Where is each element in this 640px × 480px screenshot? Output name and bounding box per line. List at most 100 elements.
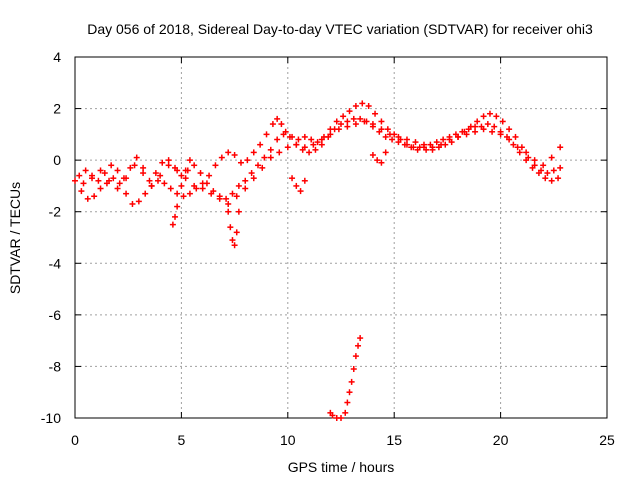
data-point (493, 113, 500, 120)
y-axis-label: SDTVAR / TECUs (7, 182, 23, 294)
data-point (369, 151, 376, 158)
data-point (308, 136, 315, 143)
data-point (186, 157, 193, 164)
data-point (348, 378, 355, 385)
data-point (352, 353, 359, 360)
data-point (259, 164, 266, 171)
data-point (186, 190, 193, 197)
data-point (78, 188, 85, 195)
data-point (174, 203, 181, 210)
data-point (350, 366, 357, 373)
data-point (382, 133, 389, 140)
data-point (544, 170, 551, 177)
data-point (555, 175, 562, 182)
data-point (197, 170, 204, 177)
data-point (301, 177, 308, 184)
data-points (72, 100, 564, 421)
data-point (314, 139, 321, 146)
data-point (480, 126, 487, 133)
data-point (223, 195, 230, 202)
data-point (263, 131, 270, 138)
data-point (512, 133, 519, 140)
data-point (116, 180, 123, 187)
data-point (233, 193, 240, 200)
x-tick-label: 0 (71, 432, 79, 448)
data-point (548, 177, 555, 184)
data-point (257, 141, 264, 148)
data-point (161, 180, 168, 187)
x-axis-label: GPS time / hours (288, 459, 395, 475)
data-point (514, 144, 521, 151)
data-point (295, 136, 302, 143)
data-point (338, 415, 344, 421)
data-point (359, 100, 366, 107)
data-point (506, 126, 513, 133)
data-point (250, 149, 257, 156)
data-point (110, 175, 117, 182)
data-point (529, 164, 536, 171)
data-point (106, 177, 113, 184)
data-point (531, 157, 538, 164)
data-point (374, 157, 381, 164)
data-point (82, 167, 89, 174)
data-point (472, 128, 479, 135)
data-point (80, 180, 87, 187)
data-point (440, 136, 447, 143)
data-point (389, 136, 396, 143)
data-point (386, 131, 393, 138)
data-point (140, 170, 147, 177)
data-point (510, 141, 517, 148)
data-point (333, 118, 340, 125)
data-point (342, 409, 349, 416)
data-point (229, 190, 236, 197)
data-point (516, 149, 523, 156)
y-tick-label: 2 (53, 101, 61, 117)
data-point (178, 182, 185, 189)
x-tick-label: 15 (386, 432, 402, 448)
data-point (267, 146, 274, 153)
data-point (231, 242, 238, 249)
data-point (301, 144, 308, 151)
data-point (114, 167, 121, 174)
data-point (72, 177, 78, 184)
data-point (484, 121, 491, 128)
data-point (225, 208, 232, 215)
data-point (191, 182, 198, 189)
data-point (148, 182, 155, 189)
data-point (225, 149, 232, 156)
data-point (208, 190, 215, 197)
data-point (167, 185, 174, 192)
data-point (180, 193, 187, 200)
data-point (463, 131, 470, 138)
data-point (306, 149, 313, 156)
data-point (474, 118, 481, 125)
data-point (310, 141, 317, 148)
data-point (212, 162, 219, 169)
data-point (346, 389, 353, 396)
chart-title: Day 056 of 2018, Sidereal Day-to-day VTE… (87, 21, 593, 37)
data-point (269, 121, 276, 128)
data-point (350, 115, 357, 122)
data-point (382, 149, 389, 156)
data-point (280, 131, 287, 138)
data-point (242, 177, 249, 184)
data-point (135, 198, 142, 205)
data-point (169, 221, 176, 228)
y-tick-label: 0 (53, 152, 61, 168)
data-point (218, 154, 225, 161)
data-point (455, 133, 462, 140)
data-point (231, 151, 238, 158)
data-point (378, 126, 385, 133)
data-point (227, 224, 234, 231)
data-point (289, 175, 296, 182)
data-point (284, 144, 291, 151)
data-point (395, 139, 402, 146)
data-point (233, 229, 240, 236)
data-point (293, 182, 300, 189)
data-point (123, 175, 130, 182)
data-point (191, 162, 198, 169)
data-point (152, 170, 159, 177)
data-point (318, 141, 325, 148)
